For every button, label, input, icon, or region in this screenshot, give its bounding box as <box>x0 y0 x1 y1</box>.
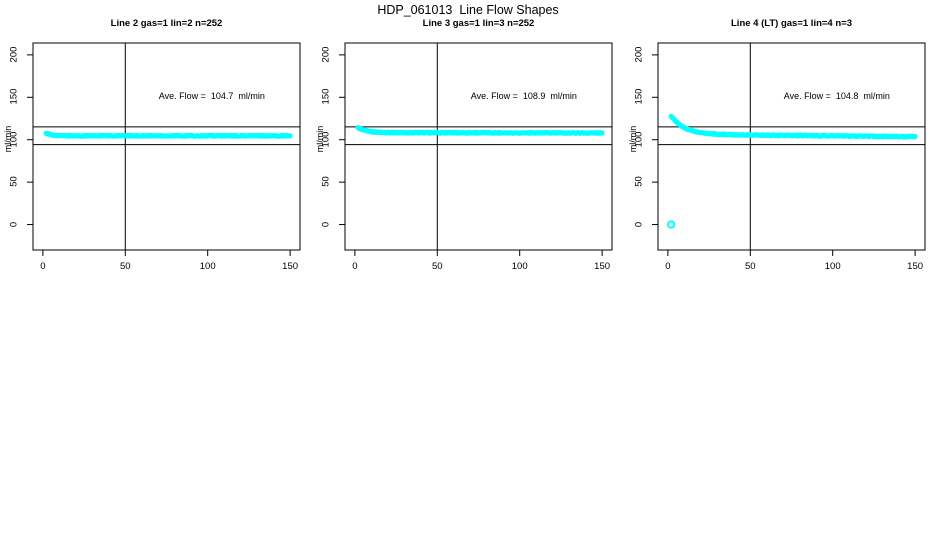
y-tick-label: 200 <box>633 46 645 63</box>
panel-title: Line 4 (LT) gas=1 lin=4 n=3 <box>731 18 852 29</box>
y-axis-title: ml/min <box>315 125 325 152</box>
y-tick-label: 50 <box>8 176 20 187</box>
avg-flow-annotation: Ave. Flow = 104.8 ml/min <box>783 91 890 102</box>
x-tick-label: 150 <box>594 261 611 272</box>
x-tick-label: 0 <box>352 261 358 272</box>
x-tick-label: 50 <box>744 261 756 272</box>
x-tick-label: 50 <box>431 261 443 272</box>
y-tick-label: 150 <box>633 88 645 105</box>
y-tick-label: 0 <box>8 221 20 227</box>
y-tick-label: 0 <box>320 221 332 227</box>
x-tick-label: 0 <box>40 261 46 272</box>
data-point <box>287 133 293 139</box>
y-tick-label: 200 <box>8 46 20 63</box>
x-tick-label: 50 <box>119 261 131 272</box>
avg-flow-annotation: Ave. Flow = 108.9 ml/min <box>470 91 577 102</box>
main-title: HDP_061013 Line Flow Shapes <box>377 3 559 17</box>
x-tick-label: 100 <box>824 261 841 272</box>
panel-title: Line 3 gas=1 lin=3 n=252 <box>422 18 535 29</box>
y-tick-label: 50 <box>633 176 645 187</box>
data-points <box>355 125 605 136</box>
data-point <box>912 133 918 140</box>
plot-lines-layer <box>27 42 926 256</box>
panel-title: Line 2 gas=1 lin=2 n=252 <box>110 18 223 29</box>
x-tick-label: 150 <box>282 261 299 272</box>
y-tick-label: 0 <box>633 221 645 227</box>
data-points <box>43 130 293 139</box>
plot-box <box>657 42 926 251</box>
x-tick-label: 100 <box>511 261 528 272</box>
y-tick-label: 200 <box>320 46 332 63</box>
plot-box <box>32 42 301 251</box>
y-tick-label: 50 <box>320 176 332 187</box>
y-tick-label: 150 <box>8 88 20 105</box>
avg-flow-annotation: Ave. Flow = 104.7 ml/min <box>158 91 265 102</box>
y-axis-title: ml/min <box>628 125 638 152</box>
y-axis-title: ml/min <box>3 125 13 152</box>
data-points <box>668 113 918 140</box>
data-point <box>599 130 605 136</box>
y-tick-label: 150 <box>320 88 332 105</box>
x-tick-label: 150 <box>907 261 924 272</box>
x-tick-label: 100 <box>199 261 216 272</box>
plot-box <box>344 42 613 251</box>
outlier-point <box>666 220 676 229</box>
x-tick-label: 0 <box>665 261 671 272</box>
